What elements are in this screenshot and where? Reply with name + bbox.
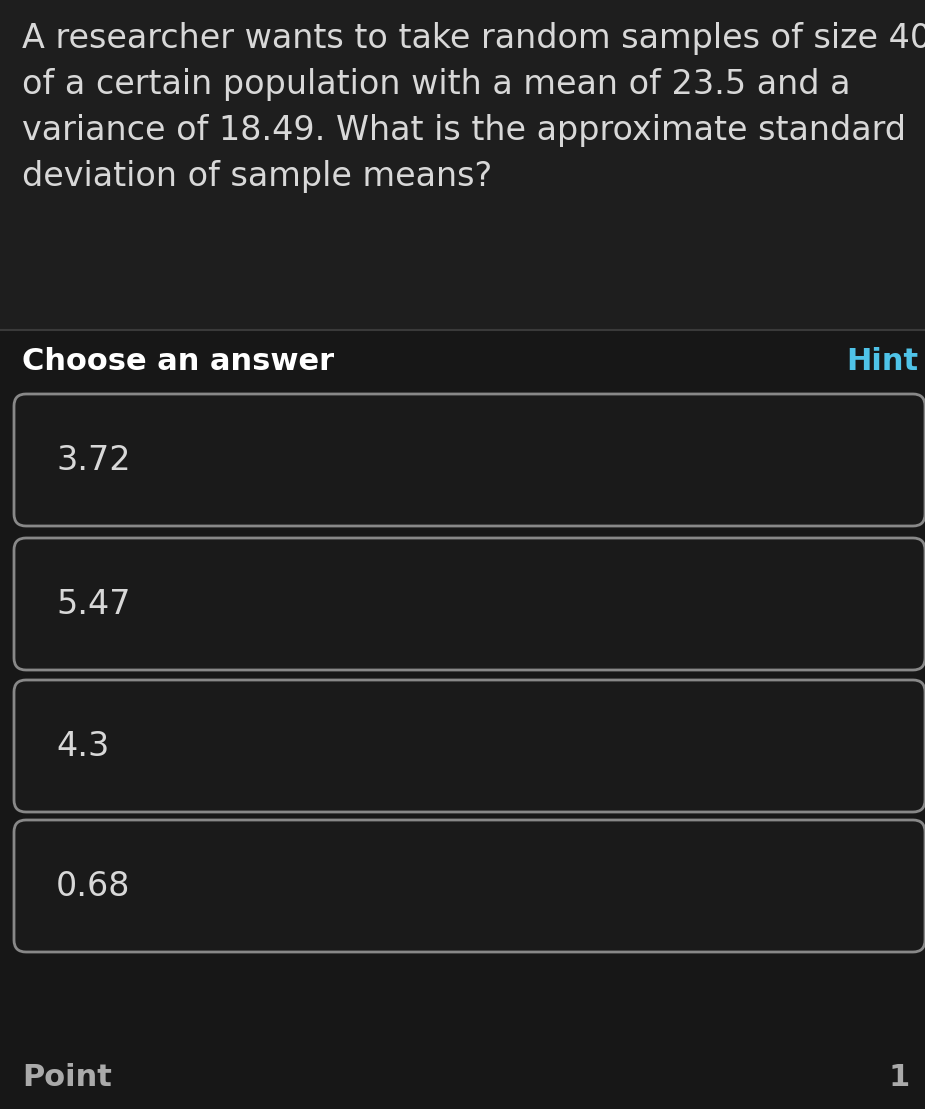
Text: Hint: Hint [845,347,918,376]
FancyBboxPatch shape [14,680,925,812]
Text: 3.72: 3.72 [56,444,130,477]
Text: 5.47: 5.47 [56,588,130,621]
Text: Choose an answer: Choose an answer [22,347,334,376]
FancyBboxPatch shape [14,394,925,526]
Text: 4.3: 4.3 [56,730,109,763]
Text: 0.68: 0.68 [56,869,130,903]
FancyBboxPatch shape [14,538,925,670]
Text: A researcher wants to take random samples of size 40
of a certain population wit: A researcher wants to take random sample… [22,22,925,193]
Bar [0,0,925,330]
FancyBboxPatch shape [14,820,925,952]
Text: Point: Point [22,1064,112,1092]
Text: 1: 1 [889,1064,910,1092]
